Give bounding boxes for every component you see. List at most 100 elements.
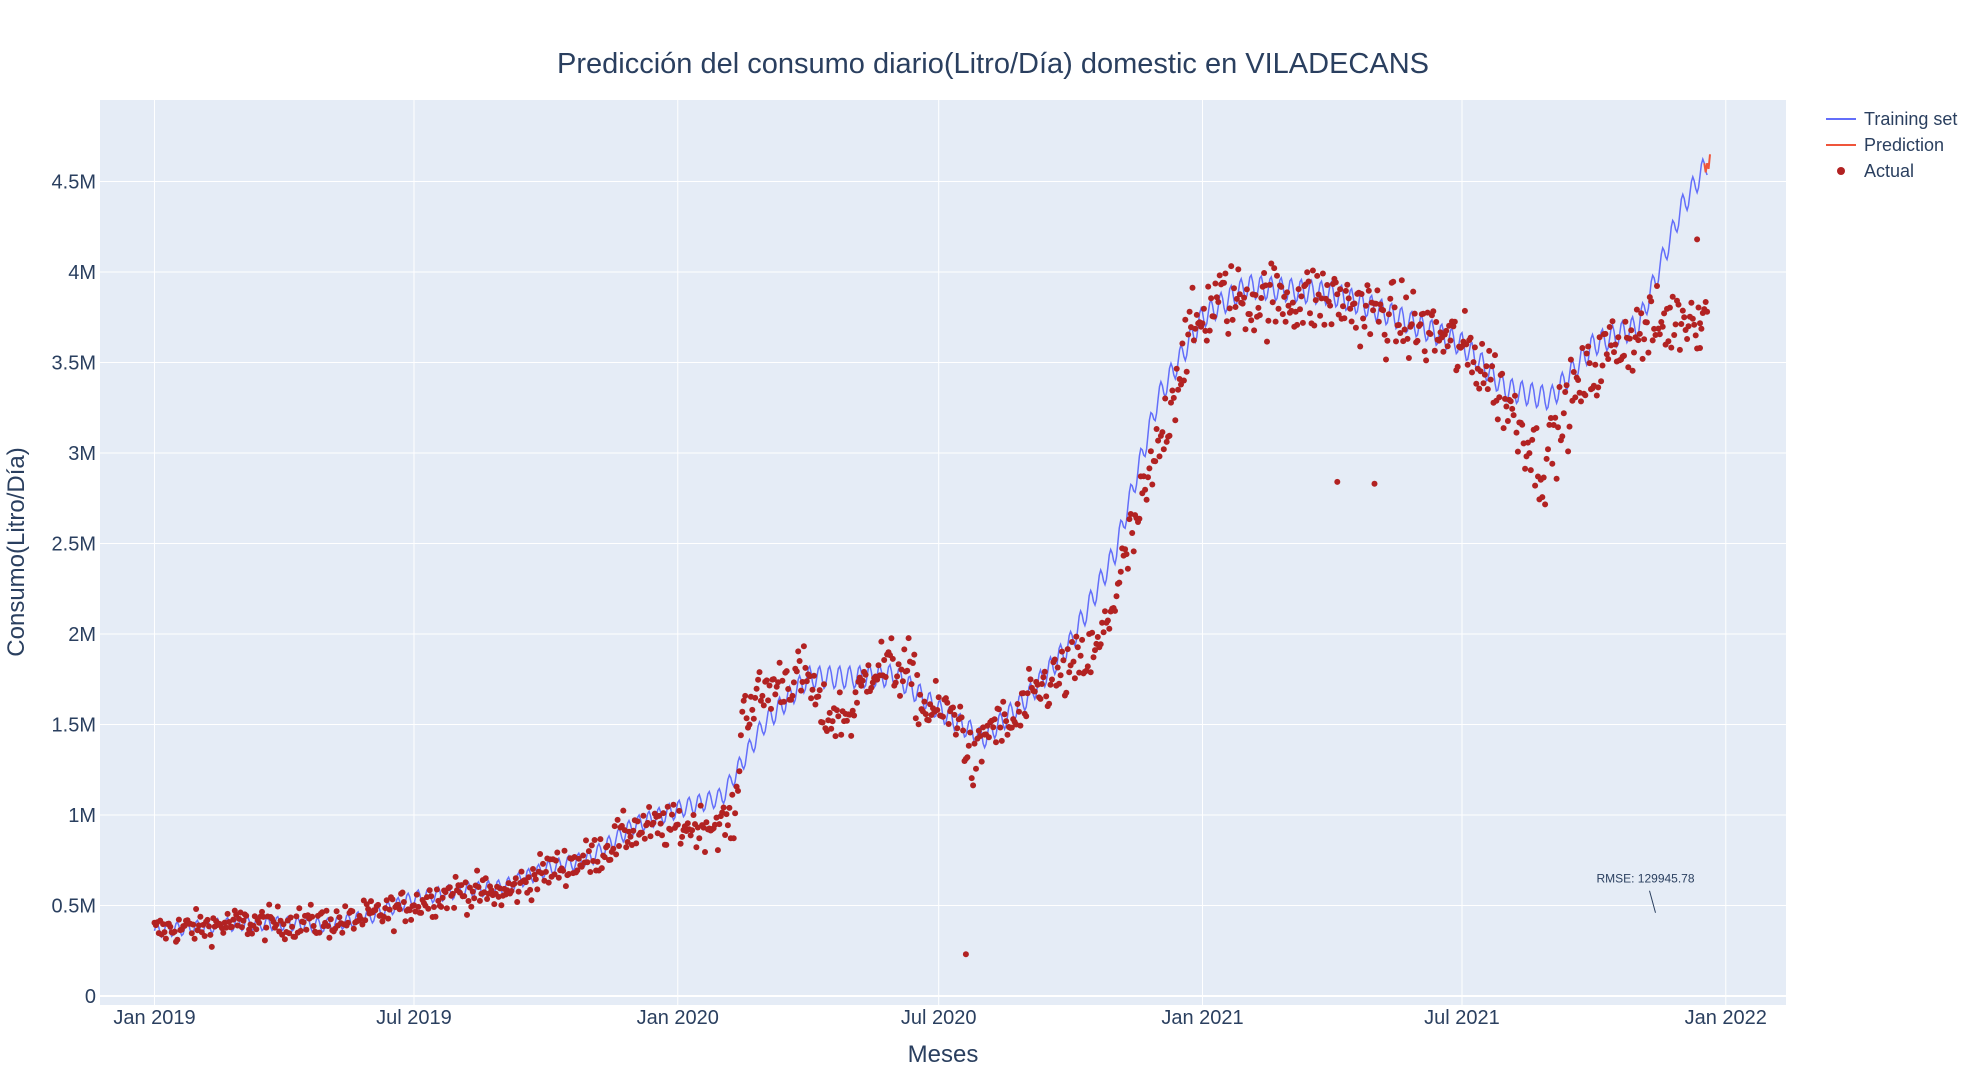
actual-point xyxy=(297,927,304,934)
actual-point xyxy=(1024,690,1031,697)
actual-point xyxy=(862,671,869,678)
actual-point xyxy=(1073,633,1080,640)
actual-point xyxy=(905,635,912,642)
actual-point xyxy=(333,908,340,915)
actual-point xyxy=(1059,648,1065,655)
actual-point xyxy=(359,921,366,928)
actual-point xyxy=(749,706,756,713)
legend: Training set Prediction Actual xyxy=(1826,109,1957,181)
actual-point xyxy=(1327,302,1334,309)
actual-point xyxy=(1251,327,1258,334)
actual-point xyxy=(601,854,608,861)
actual-point xyxy=(161,929,168,936)
legend-label-actual[interactable]: Actual xyxy=(1864,161,1914,181)
actual-point xyxy=(1526,450,1533,457)
actual-point xyxy=(1398,277,1405,284)
legend-label-training[interactable]: Training set xyxy=(1864,109,1957,129)
actual-point xyxy=(958,714,965,721)
actual-point xyxy=(1463,341,1470,348)
actual-point xyxy=(400,899,407,905)
actual-point xyxy=(950,704,956,711)
actual-point xyxy=(1094,634,1101,640)
actual-point xyxy=(1583,350,1590,357)
actual-point xyxy=(1410,288,1417,295)
actual-point xyxy=(1159,429,1166,436)
actual-point xyxy=(1314,272,1321,279)
actual-point xyxy=(1046,700,1053,707)
actual-point xyxy=(1362,302,1369,309)
actual-point xyxy=(634,818,641,825)
actual-point xyxy=(716,821,723,828)
actual-point xyxy=(1572,394,1579,401)
actual-point xyxy=(389,896,396,903)
actual-point xyxy=(1417,321,1424,328)
actual-point xyxy=(1183,368,1190,375)
actual-point xyxy=(1633,306,1640,313)
actual-point xyxy=(832,733,839,740)
actual-point xyxy=(1477,368,1484,375)
actual-point xyxy=(798,687,805,694)
actual-point xyxy=(293,913,300,920)
actual-point xyxy=(204,916,211,923)
actual-point xyxy=(1585,343,1592,350)
actual-point xyxy=(1275,305,1282,312)
actual-point xyxy=(439,894,446,901)
actual-point xyxy=(833,707,840,714)
actual-point xyxy=(518,868,525,875)
actual-point xyxy=(730,835,737,842)
actual-point xyxy=(1124,565,1131,572)
actual-point xyxy=(894,673,901,680)
actual-point xyxy=(1611,349,1617,356)
actual-point xyxy=(1099,619,1106,626)
actual-point xyxy=(249,930,255,937)
actual-point xyxy=(610,845,617,852)
actual-point xyxy=(960,727,967,734)
actual-point xyxy=(1377,301,1384,308)
actual-point xyxy=(1443,327,1450,334)
actual-point xyxy=(650,819,657,826)
actual-point xyxy=(971,740,978,747)
x-tick-label: Jan 2022 xyxy=(1685,1007,1767,1029)
actual-point xyxy=(968,775,975,782)
actual-point xyxy=(1199,320,1206,327)
actual-point xyxy=(836,689,843,696)
actual-point xyxy=(1529,436,1536,443)
actual-point xyxy=(1421,348,1428,355)
actual-point xyxy=(368,898,374,905)
actual-point xyxy=(1126,516,1133,523)
actual-point xyxy=(1236,291,1243,298)
actual-point xyxy=(732,810,739,817)
actual-point xyxy=(1665,338,1672,345)
actual-point xyxy=(1492,352,1498,359)
x-tick-label: Jul 2019 xyxy=(376,1007,452,1029)
actual-point xyxy=(1625,364,1632,371)
actual-point xyxy=(1182,316,1189,323)
actual-point xyxy=(1264,338,1270,345)
actual-point xyxy=(1272,318,1279,325)
actual-point xyxy=(1056,680,1063,687)
actual-point xyxy=(1486,347,1493,354)
actual-point xyxy=(922,711,929,718)
actual-point xyxy=(723,811,730,818)
y-tick-label: 2M xyxy=(68,624,96,646)
actual-point xyxy=(962,951,969,958)
actual-point xyxy=(1185,331,1192,338)
actual-point xyxy=(1361,323,1368,330)
actual-point xyxy=(815,693,822,700)
actual-point xyxy=(1179,340,1186,347)
actual-point xyxy=(859,677,866,684)
actual-point xyxy=(826,709,833,716)
actual-point xyxy=(594,858,601,865)
actual-point xyxy=(528,897,535,904)
actual-point xyxy=(1560,410,1567,417)
actual-point xyxy=(838,731,845,738)
actual-point xyxy=(1173,365,1180,372)
actual-point xyxy=(1504,418,1511,424)
actual-point xyxy=(238,924,245,931)
actual-point xyxy=(647,833,654,840)
actual-point xyxy=(1100,629,1107,636)
actual-point xyxy=(1341,315,1348,322)
actual-point xyxy=(498,902,505,909)
legend-label-prediction[interactable]: Prediction xyxy=(1864,135,1944,155)
actual-point xyxy=(435,897,442,904)
